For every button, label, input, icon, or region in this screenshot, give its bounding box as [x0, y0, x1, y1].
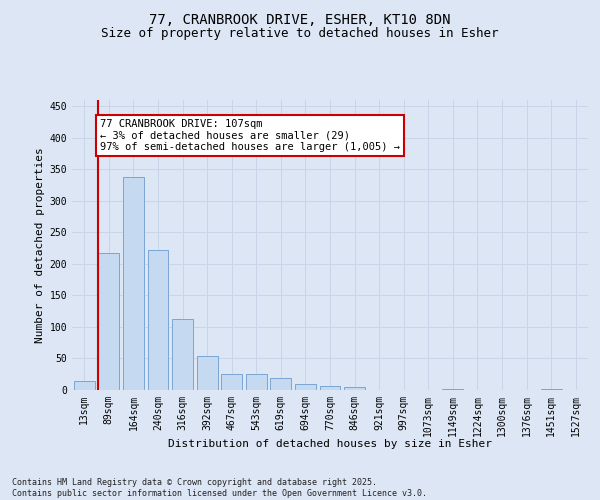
Bar	[541, 388, 562, 390]
Bar	[221, 374, 242, 390]
Text: Size of property relative to detached houses in Esher: Size of property relative to detached ho…	[101, 28, 499, 40]
Text: 77 CRANBROOK DRIVE: 107sqm
← 3% of detached houses are smaller (29)
97% of semi-: 77 CRANBROOK DRIVE: 107sqm ← 3% of detac…	[100, 119, 400, 152]
Bar	[271, 378, 292, 390]
Text: 77, CRANBROOK DRIVE, ESHER, KT10 8DN: 77, CRANBROOK DRIVE, ESHER, KT10 8DN	[149, 12, 451, 26]
Bar	[148, 250, 169, 390]
Bar	[344, 388, 365, 390]
Text: Contains HM Land Registry data © Crown copyright and database right 2025.
Contai: Contains HM Land Registry data © Crown c…	[12, 478, 427, 498]
Bar	[246, 374, 267, 390]
Bar	[197, 356, 218, 390]
Bar	[172, 320, 193, 390]
Bar	[320, 386, 340, 390]
Y-axis label: Number of detached properties: Number of detached properties	[35, 147, 46, 343]
X-axis label: Distribution of detached houses by size in Esher: Distribution of detached houses by size …	[168, 439, 492, 449]
Bar	[98, 252, 119, 390]
Bar	[123, 177, 144, 390]
Bar	[295, 384, 316, 390]
Bar	[74, 380, 95, 390]
